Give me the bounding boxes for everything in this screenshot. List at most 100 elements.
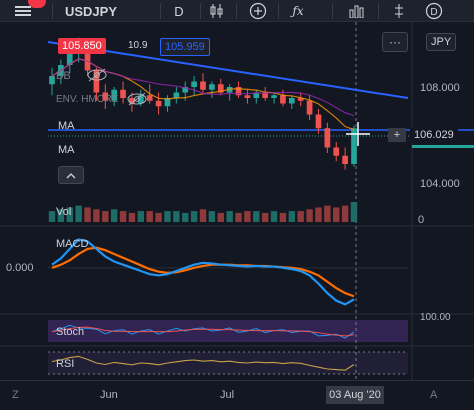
candle-body	[120, 89, 126, 98]
bb-label[interactable]: BB	[56, 70, 71, 82]
time-axis[interactable]: Z Jun Jul A	[0, 380, 474, 410]
price-tick-104: 104.000	[420, 178, 460, 190]
candle-body	[244, 95, 251, 98]
volume-bar	[324, 205, 331, 222]
candle-body	[333, 147, 340, 156]
candle-body	[49, 76, 55, 85]
currency-label[interactable]: JPY	[426, 33, 457, 51]
volume-bar	[306, 209, 313, 222]
chevron-up-icon	[66, 172, 76, 178]
macd-tick: 0.000	[6, 262, 34, 274]
eye-hidden-icon[interactable]	[126, 92, 148, 111]
more-options-button[interactable]: ···	[382, 32, 408, 52]
candle-body	[155, 100, 162, 107]
candle-body	[253, 92, 260, 98]
auto-scale-icon[interactable]: A	[430, 389, 438, 401]
volume-bar	[333, 207, 340, 222]
volume-bar	[182, 212, 189, 222]
ma1-label[interactable]: MA	[58, 120, 75, 132]
macd-label[interactable]: MACD	[56, 238, 89, 250]
volume-bar	[270, 211, 278, 222]
volume-bar	[128, 212, 136, 222]
volume-bar	[173, 211, 180, 222]
candles-icon[interactable]	[206, 0, 228, 22]
candle-body	[262, 92, 269, 98]
volume-bar	[146, 211, 153, 222]
symbol-search[interactable]: USDJPY	[64, 3, 118, 19]
candle-body	[173, 92, 180, 98]
zoom-icon[interactable]: Z	[12, 389, 19, 401]
volume-bar	[253, 211, 260, 222]
current-price-value: 106.029	[410, 127, 458, 143]
trendline	[47, 41, 409, 99]
ma-line-slow	[51, 58, 355, 117]
sell-price[interactable]: 105.850	[58, 38, 106, 54]
volume-label[interactable]: Vol	[56, 206, 72, 218]
stoch-label[interactable]: Stoch	[56, 326, 85, 338]
volume-tick: 0	[418, 214, 425, 226]
rsi-label[interactable]: RSI	[56, 358, 75, 370]
volume-bar	[119, 211, 127, 222]
volume-bar	[164, 211, 171, 222]
volume-bar	[297, 211, 304, 222]
svg-text:D: D	[430, 7, 437, 18]
fx-icon[interactable]: ƒx	[292, 4, 304, 18]
candle-body	[84, 43, 91, 71]
candle-body	[191, 81, 197, 87]
volume-bar	[341, 205, 349, 222]
rsi-band	[48, 352, 408, 374]
volume-bar	[208, 211, 216, 222]
top-toolbar: USDJPY D ƒx D	[0, 0, 474, 22]
candle-body	[182, 87, 189, 93]
rsi-series	[51, 355, 355, 371]
interval-button[interactable]: D	[174, 3, 184, 19]
candle-body	[271, 95, 277, 98]
volume-bar	[235, 212, 242, 222]
notification-badge	[28, 0, 46, 8]
envelope-label[interactable]: ENV. HMORE	[56, 94, 119, 105]
candle-body	[280, 95, 286, 104]
plus-circle-icon[interactable]	[246, 0, 270, 22]
stoch-band	[48, 320, 408, 342]
current-price-tag: +	[388, 128, 406, 142]
volume-bar	[110, 209, 118, 222]
candle-body	[93, 70, 100, 93]
candle-body	[226, 87, 233, 93]
volume-bar	[217, 212, 224, 222]
candle-body	[217, 84, 224, 93]
stoch-lines	[51, 324, 355, 339]
candle-body	[297, 98, 304, 101]
eye-hidden-icon[interactable]	[86, 68, 108, 87]
stoch-tick: 100.00	[420, 312, 451, 323]
candle-body	[342, 155, 348, 164]
macd-pane	[48, 238, 408, 306]
bar-chart-icon[interactable]	[346, 0, 368, 22]
alert-clock-icon[interactable]	[388, 0, 410, 22]
collapse-legend-button[interactable]	[58, 166, 84, 184]
volume-bar	[190, 211, 198, 222]
volume-bar	[66, 207, 73, 222]
candle-body	[66, 51, 73, 65]
candle-body	[288, 98, 295, 104]
candle-body	[315, 114, 322, 129]
volume-bar	[84, 207, 91, 222]
price-tick-108: 108.000	[420, 82, 460, 94]
dollar-circle-icon[interactable]: D	[422, 0, 446, 22]
volume-bar	[261, 212, 269, 222]
volume-bar	[199, 209, 207, 222]
macd-signal-line	[51, 246, 355, 298]
volume-bar	[137, 211, 145, 222]
ma2-label[interactable]: MA	[58, 144, 75, 156]
volume-bar	[279, 212, 287, 222]
candle-body	[129, 98, 135, 104]
candle-body	[200, 81, 206, 90]
candle-body	[324, 128, 331, 148]
hamburger-icon[interactable]	[10, 0, 36, 22]
price-marker-bar	[412, 145, 474, 148]
volume-bar	[350, 202, 358, 222]
buy-price[interactable]: 105.959	[160, 38, 210, 56]
stoch-d-line	[51, 326, 355, 337]
volume-bar	[75, 205, 82, 222]
chart-canvas[interactable]	[0, 22, 474, 402]
